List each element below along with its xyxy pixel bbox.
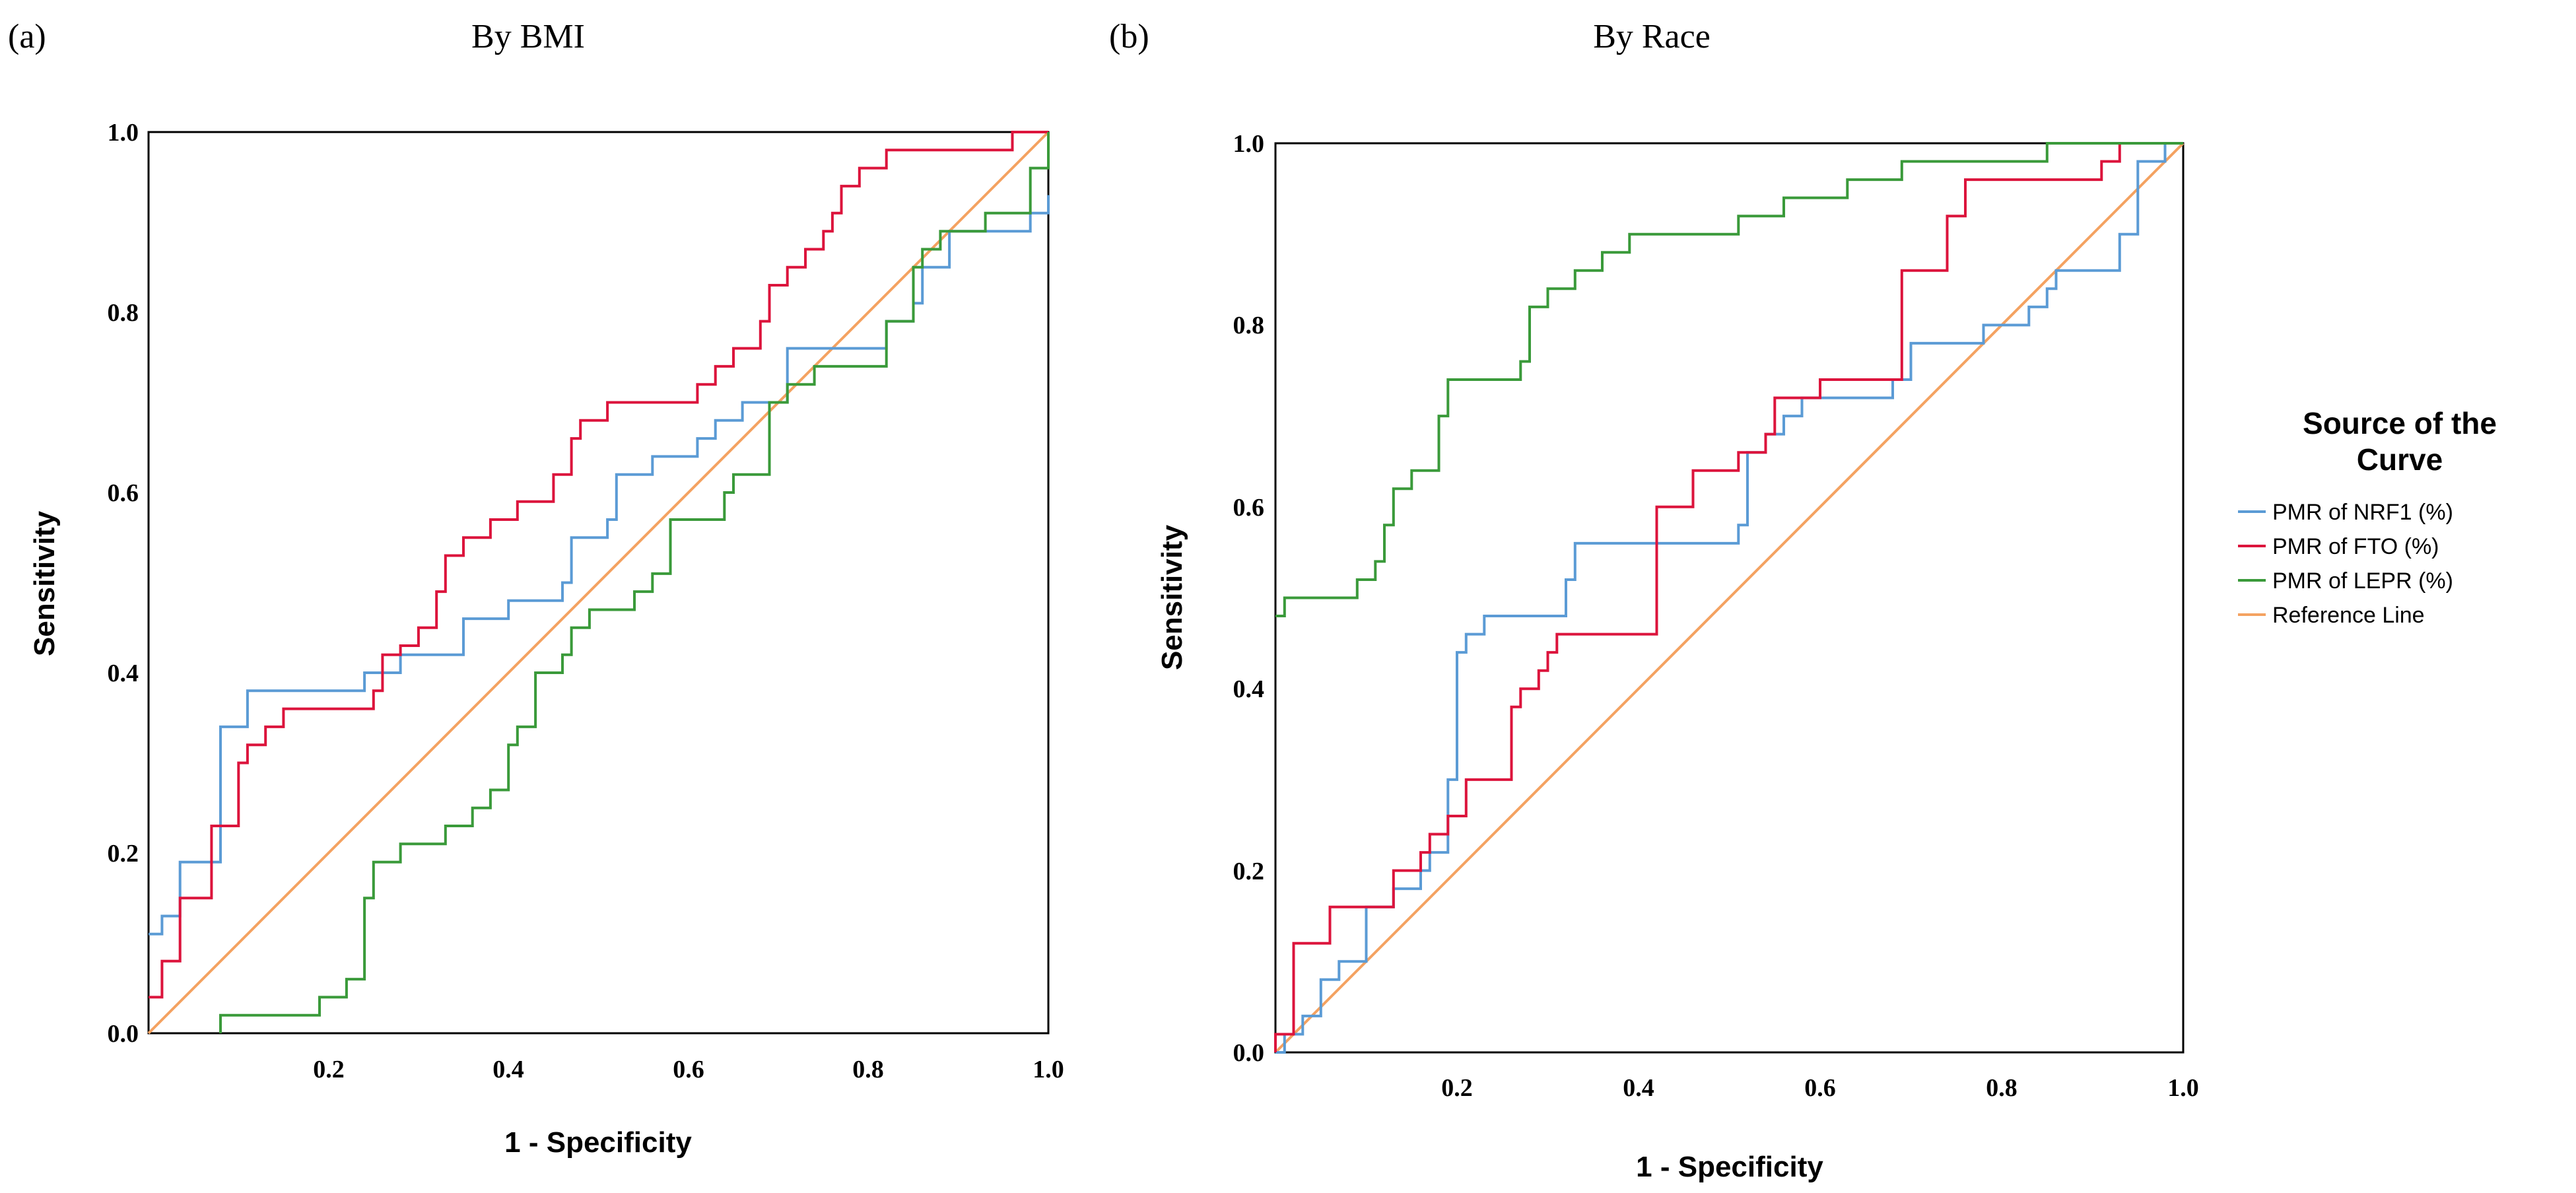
panel-a-y-axis-label: Sensitivity <box>28 510 61 656</box>
panel-a-ytick-label: 0.6 <box>108 479 139 507</box>
panel-a-series-group <box>147 131 1050 1035</box>
legend-title-line1: Source of the <box>2303 406 2497 440</box>
panel-b-xtick-label: 0.8 <box>1986 1074 2017 1102</box>
panel-a-xtick-label: 0.2 <box>313 1056 345 1083</box>
panel-b-xtick-label: 0.2 <box>1441 1074 1473 1102</box>
legend-entry-label: PMR of FTO (%) <box>2272 534 2439 559</box>
panel-a-ytick-label: 0.8 <box>108 299 139 327</box>
panel-b-ytick-label: 1.0 <box>1233 130 1265 158</box>
panel-b-ytick-label: 0.4 <box>1233 675 1265 703</box>
legend: Source of the Curve PMR of NRF1 (%) PMR … <box>2238 406 2497 628</box>
panel-b-ytick-label: 0.6 <box>1233 494 1265 522</box>
panel-a-title: By BMI <box>471 18 585 55</box>
panel-a-xtick-label: 0.8 <box>852 1056 884 1083</box>
legend-entry-label: PMR of NRF1 (%) <box>2272 500 2453 525</box>
panel-a-curve-reference-line <box>147 131 1050 1035</box>
panel-a-xtick-label: 0.6 <box>673 1056 704 1083</box>
panel-a: (a) By BMI 0.0 0.2 0.4 0.6 0.8 1.0 0.2 0… <box>8 18 1064 1159</box>
panel-a-curve-pmr-of-nrf1 <box>149 195 1050 936</box>
panel-a-xtick-label: 1.0 <box>1033 1056 1064 1083</box>
panel-b-xtick-label: 0.4 <box>1623 1074 1654 1102</box>
panel-a-curve-pmr-of-fto <box>149 131 1048 999</box>
panel-b-x-axis-label: 1 - Specificity <box>1636 1151 1823 1183</box>
legend-entry-label: Reference Line <box>2272 603 2425 628</box>
panel-a-label: (a) <box>8 18 46 55</box>
panel-a-ytick-label: 0.4 <box>108 660 139 687</box>
panel-b-ytick-label: 0.2 <box>1233 858 1265 885</box>
panel-a-ytick-label: 1.0 <box>108 119 139 147</box>
panel-b: (b) By Race 0.0 0.2 0.4 0.6 0.8 1.0 0.2 … <box>1109 18 2199 1183</box>
panel-b-curve-pmr-of-lepr <box>1275 142 2183 617</box>
panel-b-ytick-label: 0.8 <box>1233 312 1265 339</box>
panel-b-title: By Race <box>1593 18 1711 55</box>
legend-title-line2: Curve <box>2357 442 2443 477</box>
panel-a-ytick-label: 0.2 <box>108 840 139 868</box>
panel-a-ytick-label: 0.0 <box>108 1020 139 1048</box>
panel-b-label: (b) <box>1109 18 1149 55</box>
panel-b-ytick-label: 0.0 <box>1233 1039 1265 1067</box>
panel-b-curve-pmr-of-fto <box>1274 142 2183 1052</box>
panel-b-xtick-label: 0.6 <box>1804 1074 1836 1102</box>
panel-a-curve-pmr-of-lepr <box>219 132 1050 1033</box>
panel-b-y-axis-label: Sensitivity <box>1156 524 1188 670</box>
panel-a-x-axis-label: 1 - Specificity <box>504 1126 692 1159</box>
panel-b-series-group <box>1274 142 2185 1054</box>
panel-b-curve-reference-line <box>1274 142 2185 1054</box>
panel-b-xtick-label: 1.0 <box>2167 1074 2199 1102</box>
panel-a-xtick-label: 0.4 <box>492 1056 524 1083</box>
legend-entry-label: PMR of LEPR (%) <box>2272 568 2453 594</box>
